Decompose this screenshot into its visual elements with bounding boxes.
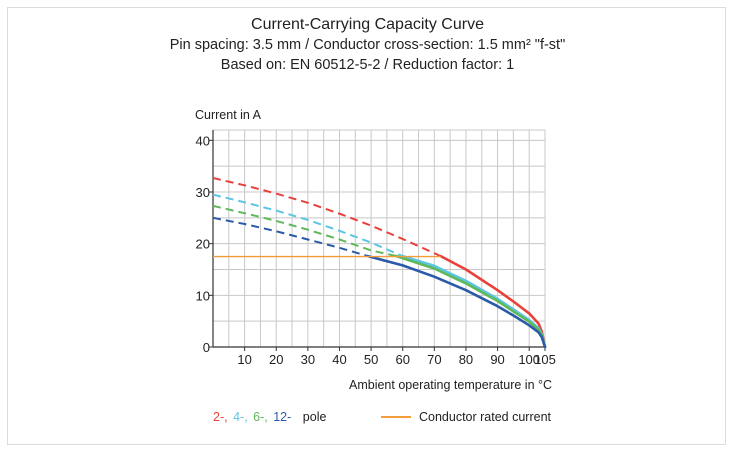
x-tick-label: 30 (301, 352, 315, 367)
y-tick-label: 10 (196, 288, 210, 303)
x-tick-label: 60 (395, 352, 409, 367)
legend-pole-suffix: pole (302, 410, 327, 424)
y-tick-label: 20 (196, 237, 210, 252)
x-tick-label: 50 (364, 352, 378, 367)
chart-subtitle-basis: Based on: EN 60512-5-2 / Reduction facto… (220, 57, 515, 73)
series-2-pole-solid-line (439, 254, 547, 349)
rated-current-label: Conductor rated current (419, 410, 552, 424)
rated-current-legend: Conductor rated current (381, 410, 551, 424)
x-tick-label: 105 (534, 352, 556, 367)
chart-title: Current-Carrying Capacity Curve (251, 16, 484, 33)
y-axis-label: Current in A (195, 108, 262, 122)
y-tick-label: 0 (203, 340, 210, 355)
chart-title-block: Current-Carrying Capacity Curve Pin spac… (0, 14, 735, 75)
series-12-pole-solid-line (366, 254, 547, 349)
series-2-pole-dashed-line (212, 177, 442, 258)
y-tick-label: 30 (196, 185, 210, 200)
x-tick-label: 90 (490, 352, 504, 367)
x-tick-label: 100 (518, 352, 540, 367)
legend-pole-12: 12- (273, 410, 292, 424)
x-tick-label: 10 (237, 352, 251, 367)
legend-pole-6: 6-, (253, 410, 268, 424)
pole-legend: 2-, 4-, 6-, 12- pole (213, 410, 328, 424)
x-tick-label: 20 (269, 352, 283, 367)
rated-current-swatch (381, 416, 411, 418)
series-12-pole-dashed-line (212, 216, 369, 258)
chart-frame (7, 7, 726, 445)
legend-pole-4: 4-, (233, 410, 248, 424)
x-tick-label: 80 (459, 352, 473, 367)
x-tick-label: 40 (332, 352, 346, 367)
series-6-pole-dashed-line (212, 204, 397, 258)
series-4-pole-dashed-line (212, 193, 404, 258)
x-axis-label: Ambient operating temperature in °C (349, 378, 552, 392)
chart-subtitle-spec: Pin spacing: 3.5 mm / Conductor cross-se… (169, 37, 566, 53)
x-tick-label: 70 (427, 352, 441, 367)
legend-pole-2: 2-, (213, 410, 228, 424)
y-tick-label: 40 (196, 133, 210, 148)
